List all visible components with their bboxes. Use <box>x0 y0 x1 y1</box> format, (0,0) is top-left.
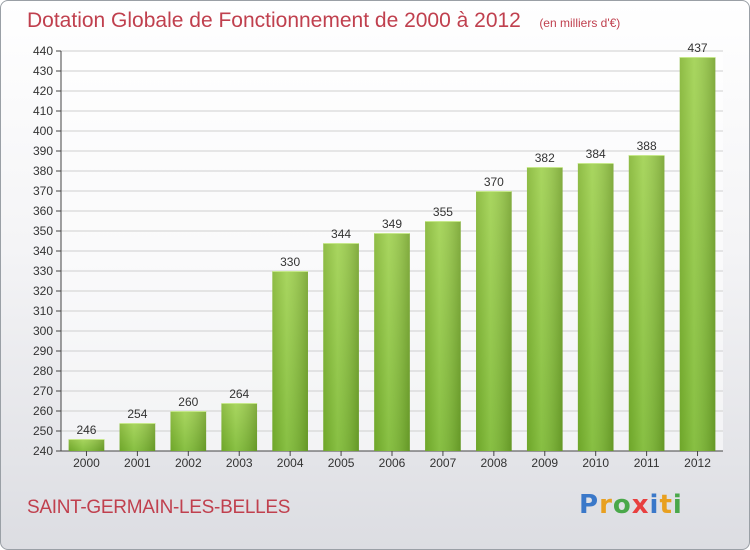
data-label: 344 <box>331 227 351 241</box>
chart-header: Dotation Globale de Fonctionnement de 20… <box>27 9 620 33</box>
bar-shade <box>679 57 716 451</box>
data-label: 382 <box>535 151 555 165</box>
y-tick-label: 250 <box>33 424 53 438</box>
bar-shade <box>323 243 359 451</box>
bar-shade <box>272 271 308 451</box>
data-label: 260 <box>178 395 198 409</box>
x-tick-label: 2005 <box>328 456 355 470</box>
x-tick-label: 2004 <box>277 456 304 470</box>
bar-shade <box>374 233 410 451</box>
y-tick-label: 400 <box>33 124 53 138</box>
y-tick-label: 280 <box>33 364 53 378</box>
proxiti-logo: Proxiti <box>579 490 683 520</box>
bar-shade <box>577 163 614 451</box>
y-tick-label: 270 <box>33 384 53 398</box>
x-tick-label: 2006 <box>379 456 406 470</box>
x-tick-label: 2008 <box>480 456 507 470</box>
y-tick-label: 350 <box>33 224 53 238</box>
y-tick-label: 330 <box>33 264 53 278</box>
bar-shade <box>526 167 563 451</box>
y-tick-label: 420 <box>33 84 53 98</box>
y-tick-label: 320 <box>33 284 53 298</box>
bar-shade <box>170 411 207 451</box>
data-label: 349 <box>382 217 402 231</box>
x-tick-label: 2010 <box>582 456 609 470</box>
bar-shade <box>119 423 156 451</box>
x-tick-label: 2002 <box>175 456 202 470</box>
y-tick-label: 360 <box>33 204 53 218</box>
data-label: 246 <box>76 423 96 437</box>
x-tick-label: 2009 <box>531 456 558 470</box>
data-label: 264 <box>229 387 249 401</box>
y-tick-label: 370 <box>33 184 53 198</box>
x-tick-label: 2000 <box>73 456 100 470</box>
bar-shade <box>425 221 461 451</box>
data-label: 384 <box>586 147 606 161</box>
data-label: 330 <box>280 255 300 269</box>
y-tick-label: 240 <box>33 444 53 458</box>
data-label: 437 <box>688 41 708 55</box>
x-tick-label: 2011 <box>634 456 660 470</box>
data-label: 388 <box>637 139 657 153</box>
x-tick-label: 2007 <box>430 456 457 470</box>
bar-shade <box>628 155 665 451</box>
data-label: 370 <box>484 175 504 189</box>
y-tick-label: 430 <box>33 64 53 78</box>
y-tick-label: 440 <box>33 44 53 58</box>
y-tick-label: 390 <box>33 144 53 158</box>
y-tick-label: 310 <box>33 304 53 318</box>
x-tick-label: 2012 <box>684 456 711 470</box>
data-label: 355 <box>433 205 453 219</box>
y-tick-label: 290 <box>33 344 53 358</box>
y-tick-label: 300 <box>33 324 53 338</box>
chart-title: Dotation Globale de Fonctionnement de 20… <box>27 9 521 32</box>
chart-unit-note: (en milliers d'€) <box>539 16 621 30</box>
y-tick-label: 340 <box>33 244 53 258</box>
bar-shade <box>68 439 105 451</box>
y-tick-label: 410 <box>33 104 53 118</box>
bar-shade <box>221 403 258 451</box>
data-label: 254 <box>127 407 147 421</box>
y-tick-label: 380 <box>33 164 53 178</box>
x-tick-label: 2001 <box>124 456 151 470</box>
x-tick-label: 2003 <box>226 456 253 470</box>
commune-name: SAINT-GERMAIN-LES-BELLES <box>27 497 291 518</box>
bar-shade <box>476 191 512 451</box>
y-tick-label: 260 <box>33 404 53 418</box>
